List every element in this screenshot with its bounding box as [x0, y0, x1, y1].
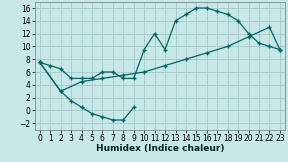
X-axis label: Humidex (Indice chaleur): Humidex (Indice chaleur): [96, 144, 224, 153]
